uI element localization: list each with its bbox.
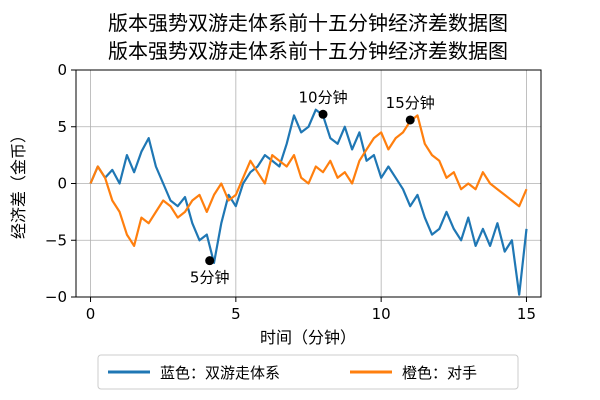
annotation-marker — [405, 115, 415, 125]
legend-box — [97, 354, 519, 390]
series-line-orange — [89, 114, 528, 247]
y-tick-label: 0 — [57, 175, 67, 193]
annotation-label: 15分钟 — [386, 94, 435, 112]
series-line-blue — [89, 108, 528, 296]
x-axis-label: 时间（分钟） — [260, 328, 356, 347]
legend: 蓝色：双游走体系 橙色：对手 — [97, 354, 519, 390]
chart-title-line-1: 版本强势双游走体系前十五分钟经济差数据图 — [108, 11, 508, 35]
legend-label-orange: 橙色：对手 — [402, 364, 477, 382]
y-axis-ticks: 0 5 0 −5 −0 — [45, 61, 76, 306]
y-axis-label: 经济差（金币） — [9, 127, 28, 239]
annotation-marker — [205, 256, 215, 266]
annotation-label: 5分钟 — [190, 269, 230, 287]
x-tick-label: 5 — [231, 305, 241, 323]
y-tick-label: −0 — [45, 288, 67, 306]
legend-label-blue: 蓝色：双游走体系 — [160, 364, 280, 382]
y-tick-label: 0 — [57, 61, 67, 79]
x-tick-label: 10 — [372, 305, 391, 323]
chart-title-line-2: 版本强势双游走体系前十五分钟经济差数据图 — [108, 39, 508, 63]
x-tick-label: 15 — [517, 305, 536, 323]
annotation-marker — [318, 109, 328, 119]
annotation-label: 10分钟 — [298, 88, 347, 106]
y-tick-label: 5 — [57, 118, 67, 136]
series-lines — [89, 108, 528, 296]
y-tick-label: −5 — [45, 231, 67, 249]
x-axis-ticks: 0 5 10 15 — [86, 297, 536, 323]
x-tick-label: 0 — [86, 305, 96, 323]
annotations: 5分钟 10分钟 15分钟 — [190, 88, 435, 286]
